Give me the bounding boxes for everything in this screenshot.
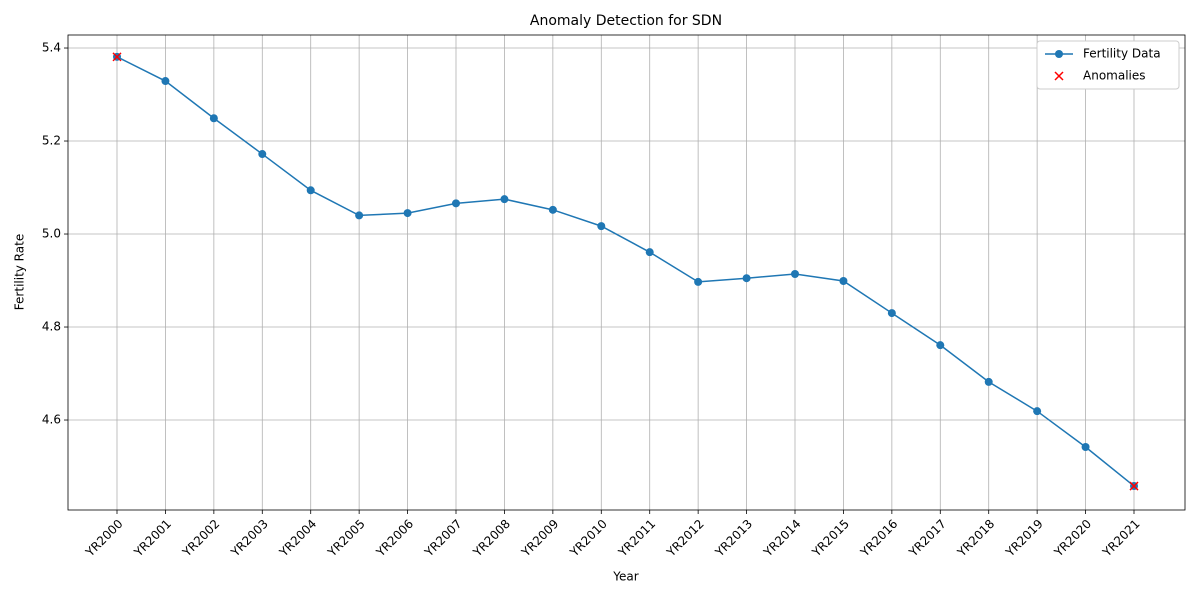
x-tick-label: YR2019 (1002, 517, 1045, 560)
point (742, 274, 751, 283)
x-tick-label: YR2013 (712, 517, 755, 560)
x-tick-label: YR2016 (857, 517, 900, 560)
point (355, 211, 364, 220)
y-tick-label: 5.4 (42, 41, 61, 55)
x-tick-label: YR2003 (228, 517, 271, 560)
point (1033, 407, 1042, 416)
point (258, 150, 267, 159)
point (984, 377, 993, 386)
x-tick-label: YR2010 (567, 517, 610, 560)
point (1055, 50, 1063, 58)
x-tick-label: YR2004 (276, 517, 319, 560)
point (694, 277, 703, 286)
legend-box (1036, 40, 1180, 90)
y-tick-label: 4.6 (42, 413, 61, 427)
x-marker (1129, 481, 1139, 491)
x-tick-label: YR2009 (518, 517, 561, 560)
x-tick-label: YR2015 (809, 517, 852, 560)
y-tick-label: 5.0 (42, 227, 61, 241)
x-tick-label: YR2012 (663, 517, 706, 560)
point (452, 199, 460, 208)
point (936, 341, 945, 350)
x-tick-label: YR2011 (615, 517, 658, 560)
point (645, 248, 654, 257)
anomaly-marker (112, 52, 122, 62)
x-tick-label: YR2021 (1099, 517, 1142, 560)
point (791, 270, 799, 279)
x-tick-label: YR2008 (470, 517, 513, 560)
x-tick-label: YR2002 (179, 517, 222, 560)
point (161, 77, 170, 86)
x-tick-label: YR2001 (131, 517, 174, 560)
x-tick-label: YR2020 (1051, 517, 1094, 560)
point (839, 276, 848, 285)
point (597, 222, 606, 231)
point (306, 186, 315, 195)
x-marker (112, 52, 122, 62)
x-tick-label: YR2018 (954, 517, 997, 560)
point (1081, 442, 1090, 451)
legend-label: Anomalies (1083, 69, 1146, 83)
y-tick-label: 5.2 (42, 134, 61, 148)
point (209, 114, 218, 123)
line (116, 56, 1135, 487)
x-axis-label: Year (612, 570, 638, 584)
y-tick-label: 4.8 (42, 320, 61, 334)
point (548, 205, 557, 214)
anomaly-marker (1054, 71, 1064, 81)
point (887, 309, 896, 318)
x-tick-label: YR2014 (760, 517, 803, 560)
x-tick-label: YR2007 (421, 517, 464, 560)
chart-title: Anomaly Detection for SDN (530, 13, 722, 29)
plot-frame (67, 34, 1186, 511)
x-tick-label: YR2017 (906, 517, 949, 560)
point (500, 195, 509, 204)
legend-label: Fertility Data (1083, 47, 1161, 61)
x-tick-label: YR2005 (324, 517, 367, 560)
x-marker (1054, 71, 1064, 81)
point (403, 209, 412, 218)
x-tick-label: YR2000 (82, 517, 125, 560)
anomaly-marker (1129, 481, 1139, 491)
y-axis-label: Fertility Rate (13, 234, 27, 310)
x-tick-label: YR2006 (373, 517, 416, 560)
